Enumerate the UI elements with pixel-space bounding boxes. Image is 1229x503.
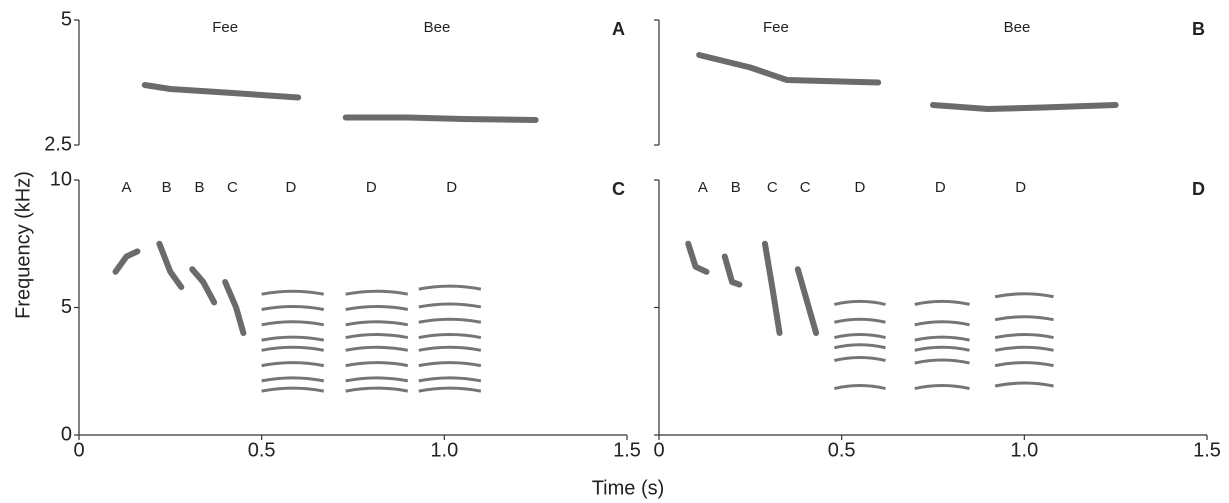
- harmonic: [418, 302, 482, 309]
- harmonic: [345, 361, 409, 368]
- harmonic: [418, 345, 482, 352]
- harmonic: [914, 320, 970, 327]
- syllable-label: Bee: [1004, 19, 1031, 36]
- harmonic: [345, 376, 409, 383]
- syllable-label: B: [731, 179, 741, 196]
- y-axis-label: Frequency (kHz): [12, 171, 34, 319]
- harmonic: [345, 320, 409, 327]
- syllable-label: D: [285, 179, 296, 196]
- harmonic: [834, 333, 886, 340]
- harmonic: [261, 386, 325, 393]
- harmonic: [418, 317, 482, 324]
- spectral-trace: [112, 248, 141, 275]
- spectral-trace: [721, 253, 743, 288]
- syllable-label: C: [767, 179, 778, 196]
- y-tick-label: 5: [61, 8, 72, 30]
- harmonic: [994, 333, 1054, 340]
- y-tick-label: 2.5: [44, 133, 72, 155]
- spectral-trace: [342, 114, 539, 123]
- spectral-trace: [761, 240, 783, 336]
- harmonic: [418, 376, 482, 383]
- syllable-label: Bee: [424, 19, 451, 36]
- syllable-label: B: [162, 179, 172, 196]
- syllable-label: D: [366, 179, 377, 196]
- y-tick-label: 10: [50, 168, 72, 190]
- panel-letter: A: [612, 19, 625, 39]
- spectral-trace: [156, 240, 185, 291]
- y-tick-label: 5: [61, 296, 72, 318]
- harmonic: [261, 376, 325, 383]
- syllable-label: A: [121, 179, 131, 196]
- spectral-trace: [189, 266, 218, 306]
- panel-letter: B: [1192, 19, 1205, 39]
- harmonic: [994, 315, 1054, 322]
- harmonic: [261, 335, 325, 342]
- x-tick-label: 0: [73, 439, 84, 461]
- y-tick-label: 0: [61, 423, 72, 445]
- syllable-label: A: [698, 179, 708, 196]
- harmonic: [914, 335, 970, 342]
- syllable-label: D: [935, 179, 946, 196]
- harmonic: [418, 361, 482, 368]
- panel-letter: C: [612, 179, 625, 199]
- spectral-trace: [696, 52, 882, 86]
- harmonic: [834, 343, 886, 350]
- harmonic: [345, 386, 409, 393]
- x-tick-label: 0.5: [828, 439, 856, 461]
- harmonic: [261, 345, 325, 352]
- harmonic: [261, 320, 325, 327]
- harmonic: [994, 381, 1054, 388]
- harmonic: [834, 356, 886, 362]
- syllable-label: D: [1015, 179, 1026, 196]
- harmonic: [834, 384, 886, 391]
- syllable-label: C: [227, 179, 238, 196]
- spectral-trace: [685, 240, 710, 275]
- harmonic: [261, 305, 325, 311]
- syllable-label: Fee: [763, 19, 789, 36]
- harmonic: [345, 305, 409, 311]
- harmonic: [914, 299, 970, 306]
- x-tick-label: 0.5: [248, 439, 276, 461]
- harmonic: [418, 284, 482, 291]
- x-tick-label: 1.0: [430, 439, 458, 461]
- harmonic: [994, 292, 1054, 299]
- spectral-trace: [141, 82, 302, 101]
- harmonic: [834, 299, 886, 306]
- harmonic: [994, 361, 1054, 368]
- harmonic: [261, 361, 325, 368]
- x-tick-label: 1.5: [613, 439, 641, 461]
- panel-letter: D: [1192, 179, 1205, 199]
- harmonic: [418, 333, 482, 340]
- x-axis-label: Time (s): [592, 477, 665, 499]
- spectral-trace: [794, 266, 820, 336]
- harmonic: [261, 289, 325, 296]
- harmonic: [345, 345, 409, 352]
- syllable-label: C: [800, 179, 811, 196]
- spectral-trace: [930, 102, 1119, 112]
- harmonic: [418, 386, 482, 393]
- harmonic: [914, 384, 970, 391]
- harmonic: [994, 345, 1054, 352]
- spectral-trace: [222, 279, 247, 336]
- harmonic: [834, 317, 886, 324]
- x-tick-label: 0: [653, 439, 664, 461]
- harmonic: [914, 358, 970, 365]
- harmonic: [345, 289, 409, 296]
- x-tick-label: 1.5: [1193, 439, 1221, 461]
- harmonic: [345, 333, 409, 340]
- syllable-label: Fee: [212, 19, 238, 36]
- harmonic: [914, 345, 970, 352]
- x-tick-label: 1.0: [1010, 439, 1038, 461]
- syllable-label: D: [446, 179, 457, 196]
- syllable-label: D: [855, 179, 866, 196]
- syllable-label: B: [195, 179, 205, 196]
